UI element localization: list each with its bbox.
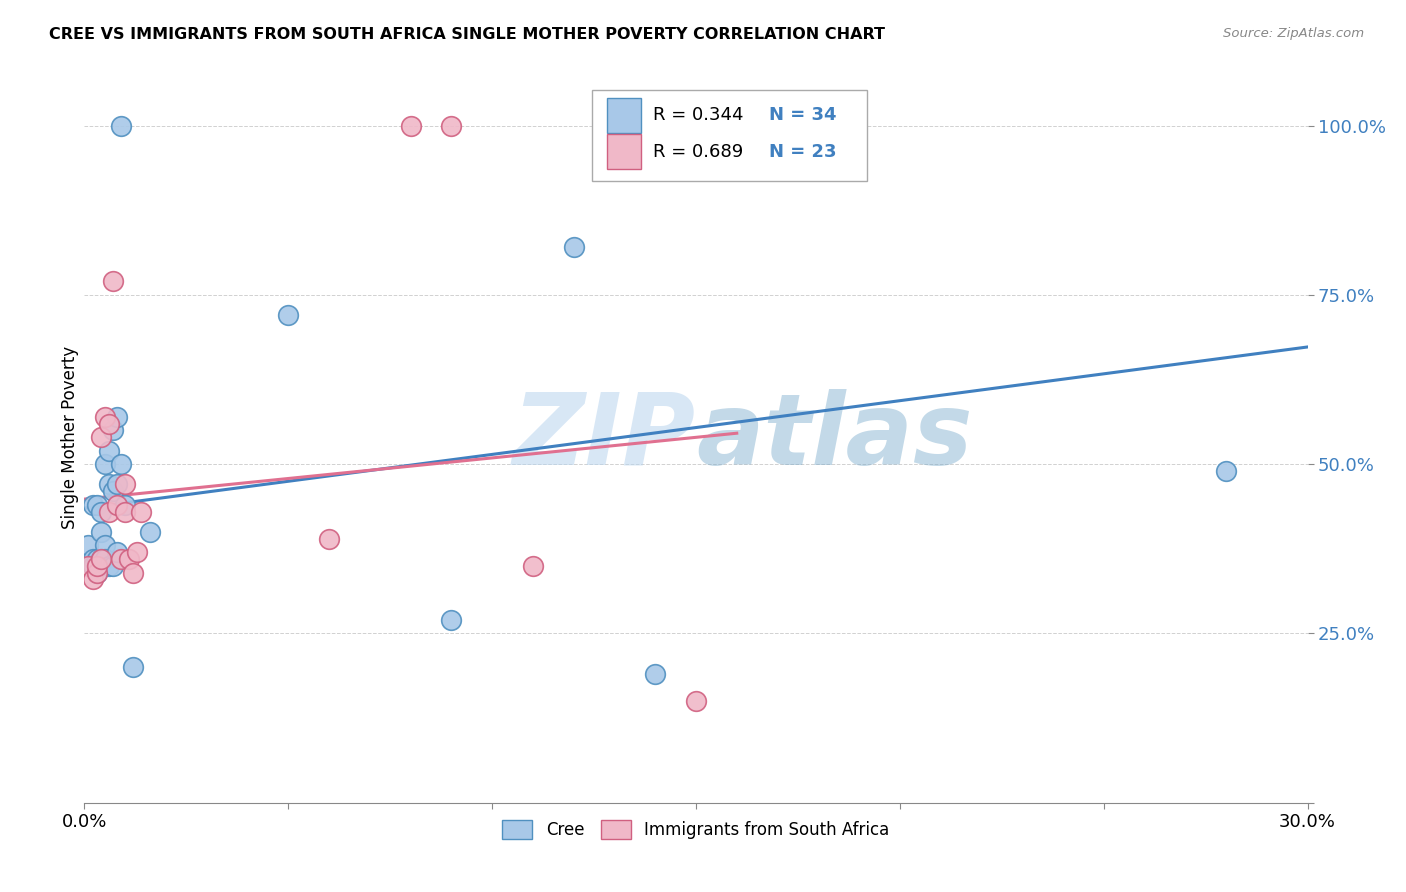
Point <box>522 558 544 573</box>
Text: CREE VS IMMIGRANTS FROM SOUTH AFRICA SINGLE MOTHER POVERTY CORRELATION CHART: CREE VS IMMIGRANTS FROM SOUTH AFRICA SIN… <box>49 27 886 42</box>
Point <box>118 552 141 566</box>
Point <box>90 552 112 566</box>
Point <box>105 477 128 491</box>
Text: ZIP: ZIP <box>513 389 696 485</box>
Point <box>93 457 115 471</box>
Point <box>1215 464 1237 478</box>
Point <box>318 532 340 546</box>
Point <box>131 505 153 519</box>
Point <box>138 524 160 539</box>
Point <box>114 477 136 491</box>
Point <box>90 524 112 539</box>
FancyBboxPatch shape <box>606 98 641 133</box>
Point <box>86 552 108 566</box>
Point <box>93 552 115 566</box>
Point <box>86 498 108 512</box>
Point <box>101 423 124 437</box>
Point <box>97 477 120 491</box>
Point <box>97 417 120 431</box>
Text: atlas: atlas <box>696 389 973 485</box>
Point <box>110 119 132 133</box>
Point <box>101 484 124 499</box>
Point <box>440 119 463 133</box>
Point <box>110 457 132 471</box>
Point <box>101 558 124 573</box>
Point <box>105 409 128 424</box>
Point <box>114 498 136 512</box>
Point <box>86 558 108 573</box>
Point <box>82 498 104 512</box>
Point <box>562 240 585 254</box>
Point <box>277 308 299 322</box>
Point <box>82 558 104 573</box>
Point <box>725 119 748 133</box>
Point <box>685 694 707 708</box>
Point <box>122 566 145 580</box>
Point <box>114 505 136 519</box>
FancyBboxPatch shape <box>606 135 641 169</box>
Text: Source: ZipAtlas.com: Source: ZipAtlas.com <box>1223 27 1364 40</box>
Point <box>110 552 132 566</box>
Text: R = 0.689: R = 0.689 <box>654 143 744 161</box>
Point <box>90 505 112 519</box>
Legend: Cree, Immigrants from South Africa: Cree, Immigrants from South Africa <box>496 814 896 846</box>
Point <box>82 552 104 566</box>
Point <box>86 566 108 580</box>
Point <box>399 119 422 133</box>
FancyBboxPatch shape <box>592 90 868 181</box>
Text: R = 0.344: R = 0.344 <box>654 106 744 124</box>
Point <box>93 409 115 424</box>
Point <box>90 552 112 566</box>
Point <box>82 572 104 586</box>
Point <box>86 566 108 580</box>
Point <box>644 667 666 681</box>
Point <box>105 498 128 512</box>
Point <box>97 558 120 573</box>
Point <box>97 505 120 519</box>
Text: N = 23: N = 23 <box>769 143 837 161</box>
Point <box>122 660 145 674</box>
Text: N = 34: N = 34 <box>769 106 837 124</box>
Point <box>105 545 128 559</box>
Point <box>93 538 115 552</box>
Point <box>101 274 124 288</box>
Point <box>90 430 112 444</box>
Point <box>77 558 100 573</box>
Point <box>77 538 100 552</box>
Point <box>127 545 149 559</box>
Point <box>86 558 108 573</box>
Point <box>440 613 463 627</box>
Y-axis label: Single Mother Poverty: Single Mother Poverty <box>60 345 79 529</box>
Point <box>97 443 120 458</box>
